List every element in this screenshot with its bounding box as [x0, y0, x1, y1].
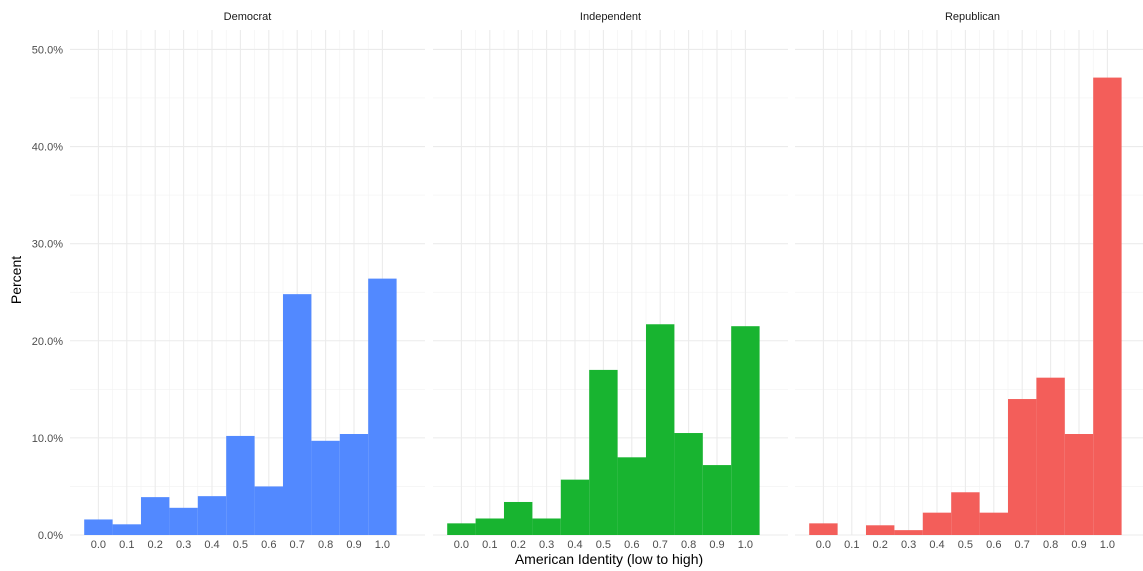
x-tick-label: 0.8 [1043, 539, 1058, 551]
x-tick-label: 0.8 [681, 539, 696, 551]
bars-layer [84, 77, 1122, 535]
bar-independent-0.0 [447, 523, 476, 535]
x-tick-label: 0.3 [176, 539, 191, 551]
y-tick-label: 20.0% [32, 336, 63, 348]
x-tick-label: 0.9 [346, 539, 361, 551]
x-tick-label: 0.0 [816, 539, 831, 551]
bar-republican-0.6 [979, 512, 1008, 535]
x-tick-label: 0.4 [929, 539, 944, 551]
bar-democrat-0.7 [283, 294, 312, 535]
y-tick-label: 10.0% [32, 433, 63, 445]
x-tick-label: 0.0 [91, 539, 106, 551]
bar-republican-0.4 [922, 512, 952, 535]
x-tick-label: 0.5 [233, 539, 248, 551]
x-tick-label: 0.8 [318, 539, 333, 551]
bar-democrat-0.4 [197, 496, 227, 535]
x-tick-label: 0.7 [1015, 539, 1030, 551]
y-axis-title: Percent [8, 256, 24, 304]
x-tick-label: 1.0 [375, 539, 390, 551]
bar-republican-0.7 [1008, 399, 1037, 535]
y-tick-label: 50.0% [32, 44, 63, 56]
bar-republican-1.0 [1093, 77, 1122, 535]
y-tick-label: 40.0% [32, 142, 63, 154]
bar-republican-0.5 [951, 492, 980, 535]
x-tick-label: 0.6 [624, 539, 639, 551]
x-tick-label: 0.9 [1071, 539, 1086, 551]
y-tick-label: 0.0% [38, 530, 63, 542]
bar-independent-0.3 [532, 518, 561, 535]
bar-democrat-0.1 [112, 524, 141, 535]
bar-independent-0.6 [617, 457, 646, 535]
x-tick-label: 0.7 [290, 539, 305, 551]
x-tick-label: 0.6 [986, 539, 1001, 551]
bar-republican-0.2 [866, 525, 895, 535]
facet-label-democrat: Democrat [224, 11, 272, 23]
facet-label-independent: Independent [580, 11, 641, 23]
x-tick-label: 0.1 [482, 539, 497, 551]
x-tick-label: 0.5 [958, 539, 973, 551]
x-tick-label: 0.4 [204, 539, 219, 551]
bar-democrat-0.3 [169, 507, 198, 535]
x-tick-label: 0.4 [567, 539, 582, 551]
bar-independent-1.0 [731, 326, 760, 535]
x-tick-label: 1.0 [738, 539, 753, 551]
x-tick-label: 0.7 [653, 539, 668, 551]
x-tick-label: 0.3 [901, 539, 916, 551]
bar-democrat-0.6 [254, 486, 283, 535]
bar-democrat-0.9 [339, 434, 369, 535]
x-tick-label: 0.2 [873, 539, 888, 551]
bar-independent-0.8 [674, 433, 703, 535]
x-tick-label: 0.6 [261, 539, 276, 551]
bar-democrat-0.2 [141, 497, 170, 535]
bar-democrat-1.0 [368, 278, 397, 535]
x-tick-labels: 0.0 0.1 0.2 0.3 0.4 0.5 0.6 0.7 0.8 0.9 1.0 0.0 0.1 0… [91, 539, 1115, 551]
x-tick-label: 0.2 [511, 539, 526, 551]
x-tick-label: 0.3 [539, 539, 554, 551]
x-tick-label: 0.2 [148, 539, 163, 551]
bar-democrat-0.5 [226, 435, 255, 535]
bar-independent-0.9 [702, 465, 732, 535]
bar-republican-0.9 [1064, 434, 1094, 535]
x-tick-label: 0.1 [119, 539, 134, 551]
bar-republican-0.8 [1036, 377, 1065, 535]
bar-republican-0.0 [809, 523, 838, 535]
y-tick-labels: 0.0% 10.0% 20.0% 30.0% 40.0% 50.0% [32, 44, 63, 542]
x-tick-label: 0.9 [709, 539, 724, 551]
bar-independent-0.4 [560, 479, 590, 535]
x-tick-label: 0.0 [454, 539, 469, 551]
bar-independent-0.5 [589, 369, 618, 535]
bar-democrat-0.0 [84, 519, 113, 535]
y-tick-label: 30.0% [32, 239, 63, 251]
bar-independent-0.2 [504, 501, 533, 535]
x-tick-label: 0.1 [844, 539, 859, 551]
bar-democrat-0.8 [311, 440, 340, 535]
bar-republican-0.3 [894, 530, 923, 535]
bar-independent-0.1 [475, 518, 504, 535]
x-tick-label: 1.0 [1100, 539, 1115, 551]
bar-independent-0.7 [646, 324, 675, 535]
x-axis-title: American Identity (low to high) [515, 551, 703, 567]
x-tick-label: 0.5 [596, 539, 611, 551]
strip-layer: Democrat Independent Republican [224, 11, 1000, 23]
facet-label-republican: Republican [945, 11, 1000, 23]
